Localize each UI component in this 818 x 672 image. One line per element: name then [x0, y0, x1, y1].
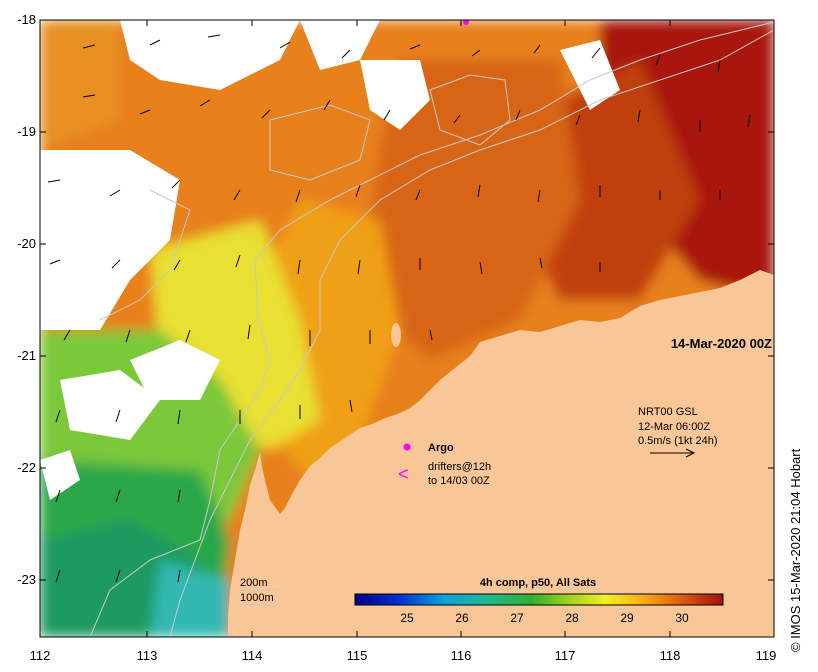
- sst-field: [40, 20, 774, 637]
- x-tick-label: 119: [756, 648, 777, 663]
- x-ticks: [146, 20, 671, 637]
- drifters-label-line2: to 14/03 00Z: [428, 475, 490, 487]
- credit-label: © IMOS 15-Mar-2020 21:04 Hobart: [788, 448, 803, 652]
- colorbar-tick: 28: [565, 611, 579, 625]
- drifters-label-line1: drifters@12h: [428, 461, 491, 473]
- currents-product: NRT00 GSL: [638, 406, 698, 418]
- currents-time: 12-Mar 06:00Z: [638, 421, 710, 433]
- plot-frame: [39, 19, 775, 638]
- y-ticks: [40, 19, 774, 581]
- y-tick-label: -22: [17, 460, 36, 475]
- y-tick-label: -23: [17, 572, 36, 587]
- bathymetry-legend: 200m 1000m: [238, 577, 278, 606]
- y-tick-label: -19: [17, 124, 36, 139]
- x-tick-label: 118: [660, 648, 681, 663]
- current-vectors: [47, 34, 751, 583]
- colorbar-tick: 26: [455, 611, 469, 625]
- x-tick-label: 116: [451, 648, 472, 663]
- y-axis-labels: -18 -19 -20 -21 -22 -23: [17, 12, 36, 587]
- colorbar-tick: 27: [510, 611, 524, 625]
- currents-scale: 0.5m/s (1kt 24h): [638, 435, 717, 447]
- bathymetry-contours: [89, 21, 774, 637]
- y-tick-label: -18: [17, 12, 36, 27]
- x-tick-label: 115: [347, 648, 368, 663]
- argo-float-marker: [463, 20, 469, 25]
- argo-legend-icon: [403, 443, 411, 451]
- y-tick-label: -20: [17, 236, 36, 251]
- x-tick-label: 117: [555, 648, 576, 663]
- contour-label-1000m: 1000m: [240, 592, 274, 604]
- colorbar: 4h comp, p50, All Sats 25 26 27 28 29 30: [354, 577, 724, 625]
- date-label: 14-Mar-2020 00Z: [671, 336, 772, 351]
- y-tick-label: -21: [17, 348, 36, 363]
- argo-label: Argo: [428, 442, 454, 454]
- colorbar-tick: 29: [620, 611, 634, 625]
- colorbar-tick: 25: [400, 611, 414, 625]
- x-tick-label: 114: [242, 648, 263, 663]
- x-tick-label: 112: [30, 648, 51, 663]
- contour-label-200m: 200m: [240, 577, 268, 589]
- drifter-legend-icon: <: [398, 464, 409, 484]
- x-tick-label: 113: [137, 648, 158, 663]
- x-axis-labels: 112 113 114 115 116 117 118 119: [30, 648, 777, 663]
- current-scale-arrow: [650, 448, 696, 458]
- drifters-legend: Argo < drifters@12h to 14/03 00Z: [398, 442, 491, 487]
- land: [228, 270, 774, 637]
- colorbar-title: 4h comp, p50, All Sats: [480, 577, 596, 589]
- colorbar-tick: 30: [675, 611, 689, 625]
- currents-info: NRT00 GSL 12-Mar 06:00Z 0.5m/s (1kt 24h): [638, 406, 717, 447]
